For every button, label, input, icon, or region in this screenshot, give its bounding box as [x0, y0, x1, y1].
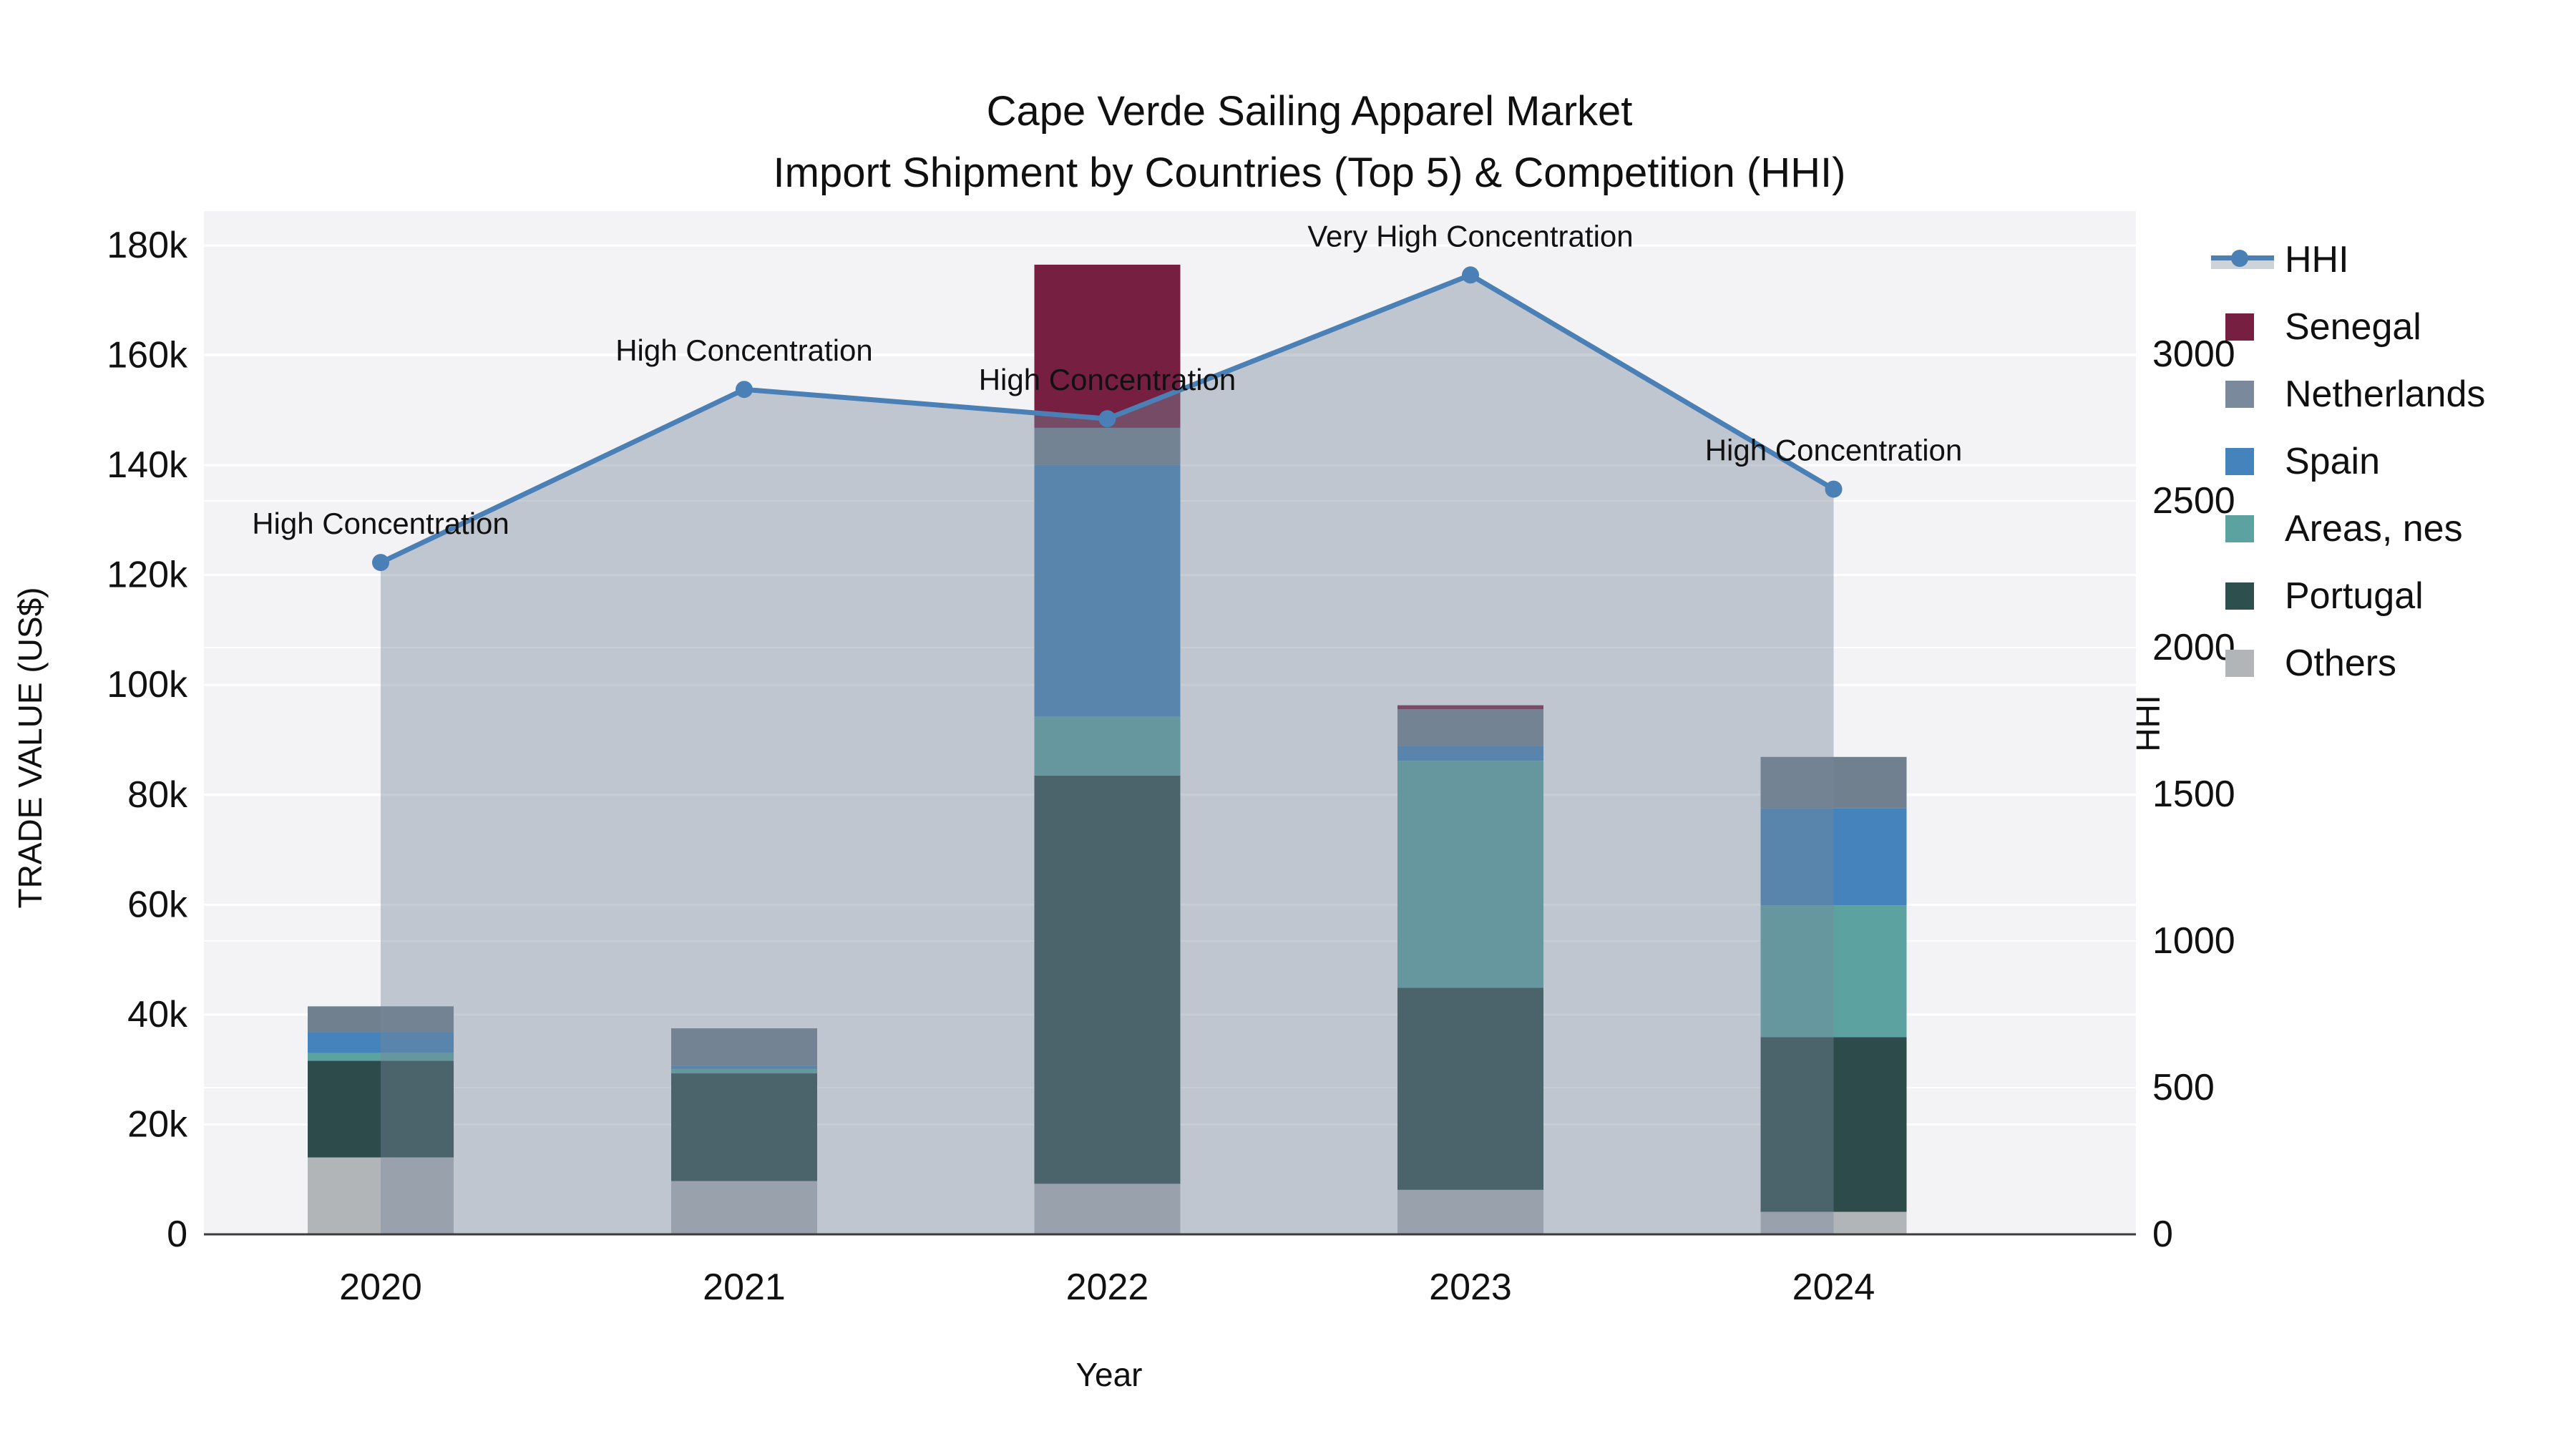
- legend: HHI Senegal Netherlands Spain Areas, nes Port…: [2211, 239, 2486, 711]
- bar-2020-spain[interactable]: [308, 1032, 454, 1053]
- hhi-marker-2024[interactable]: [1825, 480, 1843, 498]
- x-tick-2023: 2023: [1429, 1267, 1512, 1308]
- legend-swatch: [2225, 448, 2254, 475]
- y-right-tick: 2000: [2152, 627, 2235, 668]
- y-right-tick: 2500: [2152, 480, 2235, 522]
- bar-2024-areas-nes[interactable]: [1760, 905, 1907, 1038]
- bar-2022-spain[interactable]: [1034, 464, 1181, 716]
- bar-2024-portugal[interactable]: [1760, 1037, 1907, 1212]
- legend-item-spain[interactable]: Spain: [2211, 441, 2485, 482]
- bar-2023-areas-nes[interactable]: [1397, 761, 1543, 988]
- bar-2023-senegal[interactable]: [1397, 705, 1543, 710]
- y-left-tick: 100k: [107, 664, 188, 706]
- bar-2022-netherlands[interactable]: [1034, 427, 1181, 465]
- y-left-tick: 160k: [107, 335, 188, 376]
- legend-line-sample: [2211, 246, 2274, 273]
- y-left-tick: 180k: [107, 225, 188, 266]
- legend-swatch: [2225, 582, 2254, 610]
- legend-item-areas-nes[interactable]: Areas, nes: [2211, 508, 2485, 550]
- y-left-tick: 140k: [107, 444, 188, 486]
- bar-2023-netherlands[interactable]: [1397, 709, 1543, 746]
- y-left-tick: 20k: [127, 1103, 188, 1145]
- y-right-tick: 1000: [2152, 920, 2235, 962]
- annotation-2024: High Concentration: [1705, 434, 1963, 467]
- bar-2022-areas-nes[interactable]: [1034, 716, 1181, 776]
- y-axis-right-title: HHI: [2129, 695, 2167, 752]
- y-right-tick: 1500: [2152, 774, 2235, 815]
- legend-label: Areas, nes: [2285, 508, 2463, 550]
- bar-2022-portugal[interactable]: [1034, 775, 1181, 1184]
- annotation-2020: High Concentration: [252, 507, 509, 540]
- legend-item-hhi[interactable]: HHI: [2211, 239, 2485, 280]
- y-right-tick: 0: [2152, 1214, 2173, 1255]
- legend-item-portugal[interactable]: Portugal: [2211, 575, 2485, 617]
- x-tick-2020: 2020: [339, 1267, 422, 1308]
- bar-2023-spain[interactable]: [1397, 746, 1543, 761]
- legend-swatch: [2225, 381, 2254, 408]
- hhi-marker-2022[interactable]: [1098, 410, 1116, 428]
- annotation-2021: High Concentration: [615, 333, 873, 367]
- y-axis-left-title: TRADE VALUE (US$): [11, 587, 49, 909]
- legend-label: Spain: [2285, 441, 2380, 482]
- x-tick-2022: 2022: [1066, 1267, 1149, 1308]
- bar-2021-portugal[interactable]: [671, 1073, 817, 1181]
- y-left-tick: 60k: [127, 884, 188, 925]
- x-tick-2024: 2024: [1792, 1267, 1875, 1308]
- bar-2021-netherlands[interactable]: [671, 1028, 817, 1066]
- bar-2023-portugal[interactable]: [1397, 987, 1543, 1190]
- bar-2021-others[interactable]: [671, 1181, 817, 1234]
- bar-2022-others[interactable]: [1034, 1184, 1181, 1234]
- x-axis-title: Year: [1075, 1356, 1143, 1393]
- y-left-tick: 0: [167, 1214, 187, 1255]
- hhi-marker-2021[interactable]: [736, 381, 753, 399]
- bar-2024-spain[interactable]: [1760, 808, 1907, 906]
- legend-label: Netherlands: [2285, 374, 2486, 415]
- hhi-marker-2020[interactable]: [372, 554, 389, 572]
- legend-item-others[interactable]: Others: [2211, 643, 2485, 684]
- annotation-2023: Very High Concentration: [1307, 219, 1633, 253]
- bar-2021-areas-nes[interactable]: [671, 1068, 817, 1074]
- bar-2024-netherlands[interactable]: [1760, 756, 1907, 809]
- hhi-area-fill: [381, 275, 1834, 1234]
- legend-label: Senegal: [2285, 306, 2421, 348]
- legend-label: Portugal: [2285, 575, 2424, 617]
- legend-swatch: [2225, 650, 2254, 677]
- bar-2020-portugal[interactable]: [308, 1060, 454, 1158]
- bar-2020-netherlands[interactable]: [308, 1006, 454, 1033]
- bar-2024-others[interactable]: [1760, 1211, 1907, 1234]
- y-left-tick: 80k: [127, 774, 188, 816]
- legend-swatch: [2225, 313, 2254, 341]
- bar-2023-others[interactable]: [1397, 1189, 1543, 1234]
- legend-line-dot: [2231, 250, 2248, 267]
- chart-title-line1: Cape Verde Sailing Apparel Market: [986, 88, 1633, 135]
- bar-2021-spain[interactable]: [671, 1065, 817, 1069]
- y-left-tick: 120k: [107, 555, 188, 596]
- bar-2020-others[interactable]: [308, 1157, 454, 1234]
- y-right-tick: 500: [2152, 1067, 2215, 1108]
- legend-swatch: [2225, 515, 2254, 542]
- legend-item-netherlands[interactable]: Netherlands: [2211, 374, 2486, 415]
- legend-label: HHI: [2285, 239, 2349, 280]
- bar-2020-areas-nes[interactable]: [308, 1053, 454, 1061]
- annotation-2022: High Concentration: [979, 363, 1236, 396]
- legend-label: Others: [2285, 643, 2397, 684]
- hhi-marker-2023[interactable]: [1462, 266, 1479, 284]
- y-right-tick: 3000: [2152, 333, 2235, 375]
- y-left-tick: 40k: [127, 994, 188, 1035]
- x-tick-2021: 2021: [703, 1267, 786, 1308]
- chart-title-line2: Import Shipment by Countries (Top 5) & C…: [773, 150, 1846, 196]
- legend-item-senegal[interactable]: Senegal: [2211, 306, 2485, 348]
